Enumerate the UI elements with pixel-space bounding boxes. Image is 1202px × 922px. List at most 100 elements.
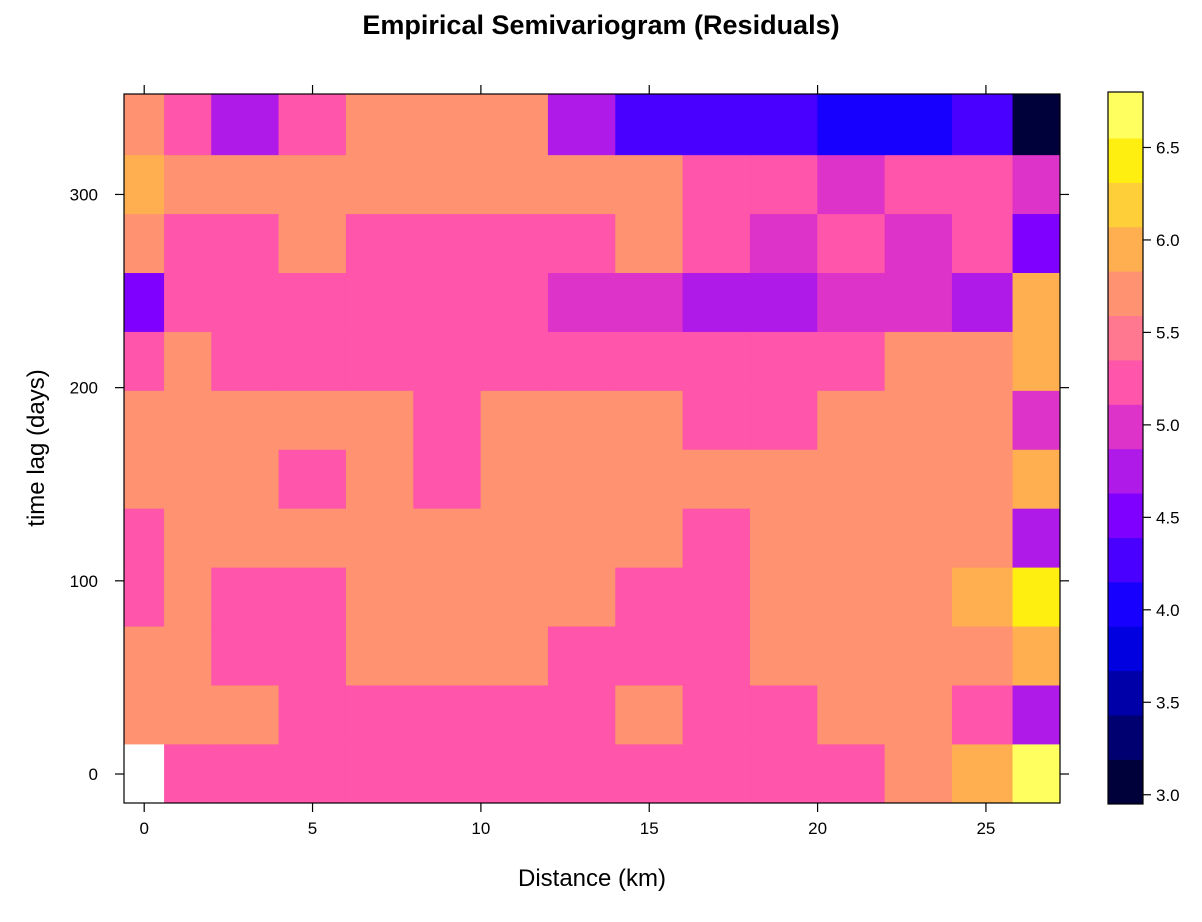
heatmap-cell [413, 331, 482, 391]
colorbar-tick-label: 6.5 [1156, 138, 1180, 157]
heatmap-cell [345, 508, 414, 568]
y-tick-label: 0 [89, 765, 98, 784]
heatmap-cell [682, 508, 751, 568]
heatmap-cell [345, 272, 414, 332]
heatmap-cell [951, 272, 1014, 332]
colorbar-tick-label: 4.5 [1156, 508, 1180, 527]
heatmap-cell [480, 567, 549, 627]
colorbar-tick-label: 6.0 [1156, 231, 1180, 250]
heatmap-cell [951, 684, 1014, 745]
heatmap-cell [1012, 331, 1061, 391]
heatmap-cell [413, 625, 482, 686]
colorbar-tick-label: 3.0 [1156, 786, 1180, 805]
heatmap-cell [345, 743, 414, 804]
heatmap-cell [682, 390, 751, 450]
x-axis: 0 5 10 15 20 25 [139, 85, 995, 838]
heatmap-cell [951, 154, 1014, 215]
heatmap-cell [278, 625, 347, 686]
heatmap-cell [345, 449, 414, 509]
heatmap-cell [123, 508, 165, 568]
heatmap-cell [817, 625, 886, 686]
heatmap-cell [413, 449, 482, 509]
heatmap-cell [817, 390, 886, 450]
heatmap-cell [547, 743, 616, 804]
heatmap-cell [615, 213, 684, 273]
heatmap-cell [749, 93, 818, 156]
heatmap-cell [1012, 390, 1061, 450]
heatmap-cell [278, 154, 347, 215]
heatmap-cell [884, 213, 953, 273]
heatmap-cell [164, 154, 212, 215]
heatmap-cell [951, 449, 1014, 509]
heatmap-cell [278, 449, 347, 509]
colorbar-frame [1107, 91, 1144, 805]
heatmap-cell [749, 154, 818, 215]
heatmap-cell [817, 743, 886, 804]
heatmap-cell [547, 93, 616, 156]
heatmap-cell [547, 213, 616, 273]
heatmap-cell [211, 331, 280, 391]
colorbar-swatch [1107, 448, 1144, 494]
heatmap-cell [884, 508, 953, 568]
colorbar-swatch [1107, 537, 1144, 583]
heatmap-cell [615, 743, 684, 804]
heatmap-cell [123, 449, 165, 509]
colorbar-swatch [1107, 581, 1144, 627]
heatmap-cell [817, 567, 886, 627]
heatmap-cell [480, 93, 549, 156]
heatmap-cell [278, 390, 347, 450]
colorbar-tick-label: 5.5 [1156, 323, 1180, 342]
heatmap-cell [480, 213, 549, 273]
heatmap-cell [749, 684, 818, 745]
heatmap-cell [1012, 213, 1061, 273]
heatmap-cell [884, 390, 953, 450]
heatmap-cell [123, 154, 165, 215]
heatmap-cell [278, 508, 347, 568]
heatmap-cell [123, 213, 165, 273]
heatmap-cell [615, 272, 684, 332]
heatmap-cell [749, 331, 818, 391]
heatmap-cell [547, 154, 616, 215]
heatmap-cell [682, 213, 751, 273]
heatmap-cell [682, 625, 751, 686]
heatmap-cell [951, 508, 1014, 568]
heatmap-cell [817, 154, 886, 215]
heatmap-cell [1012, 154, 1061, 215]
heatmap-cell [682, 93, 751, 156]
colorbar-tick-label: 3.5 [1156, 693, 1180, 712]
heatmap-cell [682, 272, 751, 332]
heatmap-cell [164, 743, 212, 804]
heatmap-cell [884, 272, 953, 332]
heatmap-cell [480, 331, 549, 391]
colorbar-swatch [1107, 670, 1144, 716]
heatmap-cell [164, 93, 212, 156]
colorbar-swatch [1107, 137, 1144, 183]
heatmap-cell [480, 508, 549, 568]
heatmap-cell [480, 449, 549, 509]
heatmap-cell [749, 272, 818, 332]
y-axis: 0 100 200 300 [70, 185, 1069, 784]
heatmap-cell [749, 213, 818, 273]
heatmap-cell [413, 154, 482, 215]
heatmap-cell [682, 567, 751, 627]
heatmap-cell [345, 390, 414, 450]
heatmap-cell [413, 93, 482, 156]
heatmap-cell [749, 625, 818, 686]
heatmap-cell [164, 390, 212, 450]
heatmap-cell [884, 625, 953, 686]
heatmap-cell [164, 449, 212, 509]
heatmap-cell [123, 684, 165, 745]
heatmap-cells [123, 93, 1061, 804]
heatmap-cell [164, 567, 212, 627]
heatmap-cell [547, 625, 616, 686]
heatmap-cell [1012, 625, 1061, 686]
heatmap-cell [278, 567, 347, 627]
heatmap-cell [547, 272, 616, 332]
colorbar-tick-label: 5.0 [1156, 416, 1180, 435]
heatmap-cell [682, 331, 751, 391]
heatmap-cell [480, 390, 549, 450]
heatmap-cell [682, 684, 751, 745]
heatmap-cell [1012, 684, 1061, 745]
heatmap-cell [480, 154, 549, 215]
